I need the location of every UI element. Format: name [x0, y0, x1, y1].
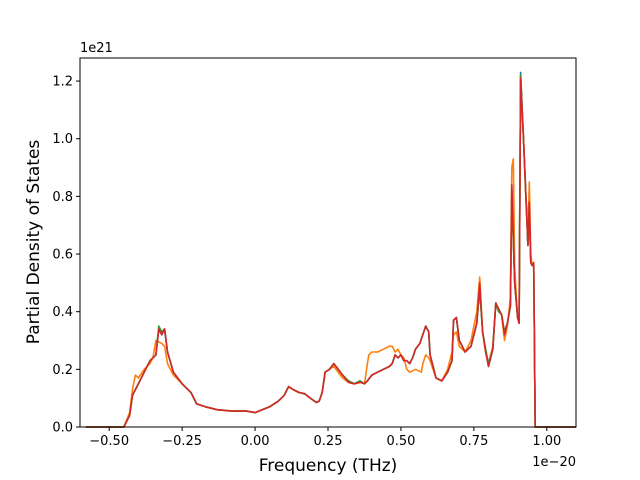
x-tick-label: 1.00	[532, 434, 561, 449]
y-tick-label: 1.2	[52, 75, 73, 90]
series-group	[85, 71, 576, 428]
x-axis-label: Frequency (THz)	[259, 456, 398, 476]
y-axis-ticks: 0.0 0.2 0.4 0.6 0.8 1.0 1.2	[52, 75, 80, 436]
x-tick-label: 0.25	[314, 434, 343, 449]
x-tick-label: 0.00	[241, 434, 270, 449]
x-offset-label: 1e−20	[532, 455, 576, 470]
y-tick-label: 0.0	[52, 421, 73, 436]
y-tick-label: 0.2	[52, 363, 73, 378]
x-tick-label: −0.25	[162, 434, 202, 449]
y-tick-label: 1.0	[52, 132, 73, 147]
y-tick-label: 0.6	[52, 248, 73, 263]
x-axis-ticks: −0.50 −0.25 0.00 0.25 0.50 0.75 1.00	[89, 427, 561, 449]
y-tick-label: 0.4	[52, 305, 73, 320]
y-offset-label: 1e21	[80, 41, 113, 56]
y-axis-label: Partial Density of States	[24, 140, 44, 345]
pdos-series-line-4	[85, 77, 576, 428]
x-tick-label: −0.50	[89, 434, 129, 449]
y-tick-label: 0.8	[52, 190, 73, 205]
x-tick-label: 0.50	[386, 434, 415, 449]
x-tick-label: 0.75	[459, 434, 488, 449]
